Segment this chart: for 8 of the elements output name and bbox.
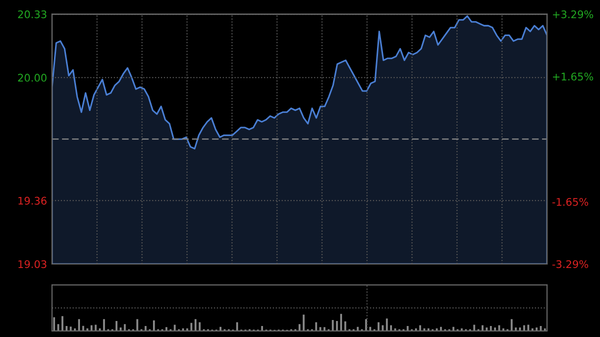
y2-tick-label: -3.29% — [552, 260, 588, 268]
y2-tick-label: -1.65% — [552, 198, 588, 206]
y-tick-label: 20.33 — [18, 10, 46, 18]
y2-tick-label: +1.65% — [552, 72, 594, 81]
y-tick-label: 20.00 — [18, 74, 46, 82]
y-tick-label: 19.36 — [18, 196, 47, 205]
y-tick-label: 19.03 — [18, 260, 46, 268]
y2-tick-label: +3.29% — [552, 10, 594, 18]
